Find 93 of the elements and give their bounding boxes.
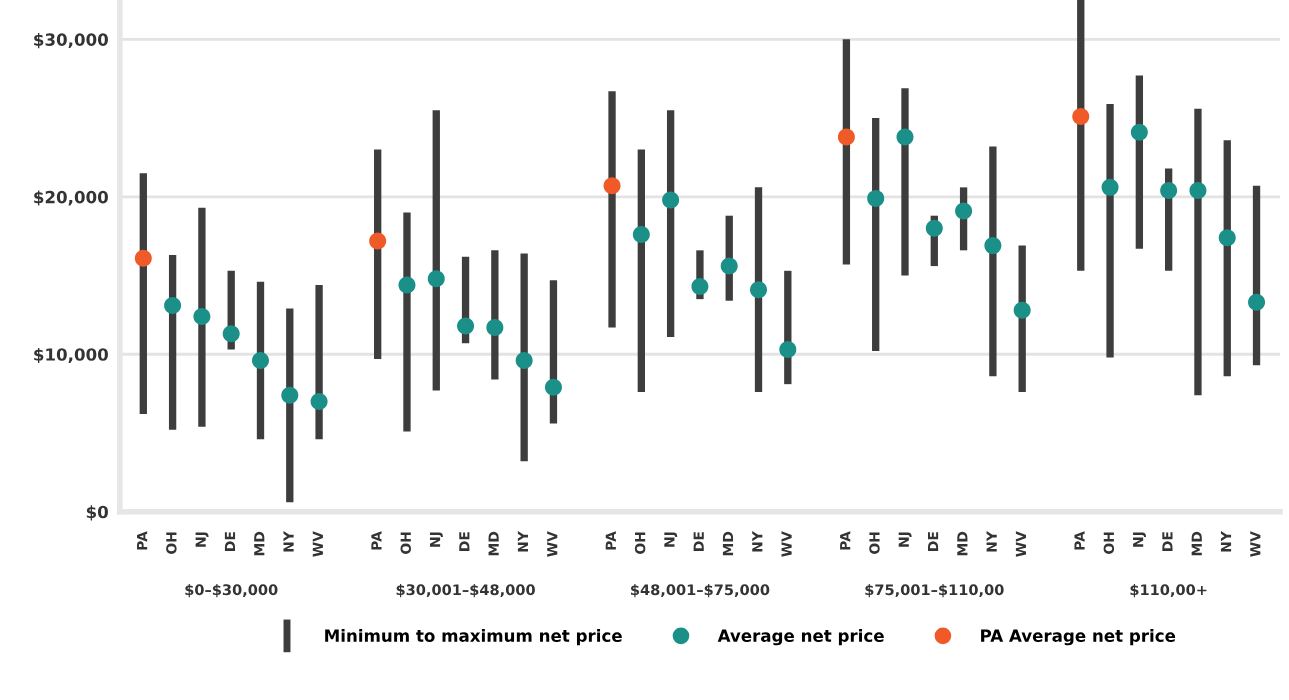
bar	[608, 91, 616, 328]
point	[691, 278, 709, 296]
point	[164, 296, 182, 314]
point	[398, 276, 416, 294]
point	[955, 202, 973, 220]
text: $30,001–$48,000	[396, 583, 535, 598]
point	[984, 237, 1002, 255]
point	[867, 189, 885, 207]
x-tick-label: OH	[634, 532, 646, 554]
point	[281, 386, 299, 404]
x-tick-label: NJ	[1133, 532, 1146, 547]
x-tick-label: WV	[781, 531, 792, 557]
point	[222, 325, 240, 343]
x-tick-label: NJ	[898, 532, 912, 547]
point	[193, 307, 211, 325]
text: $48,001–$75,000	[631, 583, 770, 598]
x-tick-label: MD	[254, 531, 265, 556]
point	[1130, 123, 1148, 141]
point	[750, 281, 768, 299]
point	[632, 226, 650, 244]
point	[1248, 293, 1266, 311]
bar	[403, 212, 411, 432]
point	[134, 249, 152, 267]
point	[251, 352, 269, 370]
x-tick-label: MD	[957, 531, 968, 556]
x-tick-label: NJ	[195, 532, 209, 547]
x-tick-label: NJ	[429, 532, 443, 547]
x-tick-label: DE	[459, 532, 470, 551]
point	[515, 352, 533, 370]
x-tick-label: NY	[986, 531, 997, 552]
bar	[432, 110, 440, 391]
point	[603, 177, 621, 195]
x-tick-label: MD	[488, 531, 499, 556]
point	[486, 318, 504, 336]
x-tick-label: NY	[283, 531, 294, 552]
text: $0–$30,000	[185, 583, 278, 598]
x-tick-label: PA	[137, 531, 148, 550]
legend-label: PA Average net price	[981, 629, 1176, 646]
x-tick-label: DE	[693, 532, 704, 551]
x-tick-label: PA	[1074, 531, 1085, 550]
x-tick-label: WV	[1250, 531, 1261, 557]
point	[1072, 108, 1090, 126]
y-tick-label: $20,000	[34, 190, 108, 206]
legend-label: Average net price	[717, 629, 884, 646]
bar	[198, 207, 206, 427]
bar	[315, 284, 323, 440]
point	[720, 257, 738, 275]
x-tick-label: NJ	[664, 532, 678, 547]
point	[896, 128, 914, 146]
x-tick-label: MD	[1191, 531, 1202, 556]
point	[1189, 182, 1207, 200]
x-tick-label: PA	[371, 531, 382, 550]
point	[369, 232, 387, 250]
point	[779, 341, 797, 359]
x-tick-label: PA	[840, 531, 851, 550]
x-tick-label: NY	[517, 531, 528, 552]
text: $75,001–$110,00	[865, 583, 1004, 598]
point	[427, 270, 445, 288]
y-tick-label: $10,000	[34, 347, 108, 364]
point	[1218, 229, 1236, 247]
point	[925, 219, 943, 237]
bar	[520, 253, 528, 462]
x-tick-label: OH	[166, 532, 177, 554]
x-tick-label: PA	[605, 531, 616, 550]
x-tick-label: OH	[869, 532, 880, 554]
point	[310, 392, 328, 410]
y-tick-label: $30,000	[34, 33, 108, 49]
x-tick-label: DE	[1162, 532, 1173, 551]
point	[837, 128, 855, 146]
x-tick-label: DE	[928, 532, 939, 551]
x-tick-label: MD	[722, 531, 734, 556]
x-tick-label: DE	[224, 532, 236, 551]
bar	[989, 146, 997, 377]
legend-label: Minimum to maximum net price	[325, 629, 622, 646]
bar	[1106, 103, 1114, 358]
x-tick-label: WV	[312, 531, 323, 557]
x-tick-label: NY	[1220, 531, 1232, 552]
point	[457, 317, 475, 335]
point	[544, 378, 562, 396]
bar	[1077, 0, 1085, 271]
x-tick-label: OH	[1103, 532, 1115, 554]
point	[1101, 178, 1119, 196]
y-tick-label: $0	[86, 505, 108, 521]
point	[1160, 182, 1178, 200]
point	[662, 191, 680, 209]
bar	[901, 88, 909, 276]
text: $110,00+	[1130, 583, 1207, 598]
x-tick-label: WV	[1015, 531, 1027, 557]
bar	[1194, 108, 1202, 396]
x-tick-label: WV	[547, 531, 558, 557]
x-tick-label: OH	[400, 532, 411, 554]
point	[1013, 301, 1031, 319]
x-tick-label: NY	[752, 531, 763, 552]
